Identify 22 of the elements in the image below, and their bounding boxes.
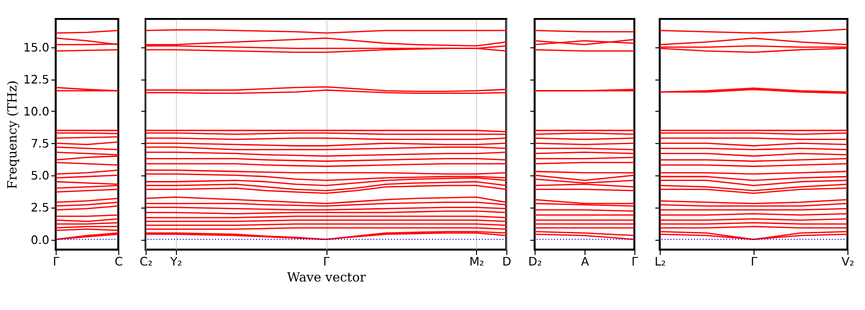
x-tick-label: M₂ xyxy=(469,254,484,269)
x-tick-label: L₂ xyxy=(654,254,666,269)
x-tick-label: Γ xyxy=(632,254,639,269)
y-tick-label: 0.0 xyxy=(30,232,50,247)
x-tick-label: D₂ xyxy=(528,254,542,269)
y-tick-label: 5.0 xyxy=(30,168,50,183)
x-tick-label: Γ xyxy=(52,254,60,269)
x-tick-label: C₂ xyxy=(140,254,153,269)
x-tick-label: D xyxy=(502,254,512,269)
x-tick-label: Y₂ xyxy=(169,254,182,269)
y-axis-title: Frequency (THz) xyxy=(4,80,20,190)
y-tick-label: 7.5 xyxy=(30,136,50,151)
x-axis-title: Wave vector xyxy=(287,269,367,284)
y-tick-label: 12.5 xyxy=(23,72,50,87)
x-tick-label: C xyxy=(114,254,123,269)
x-tick-label: Γ xyxy=(323,254,330,269)
x-tick-label: Γ xyxy=(750,254,758,269)
y-tick-label: 15.0 xyxy=(23,40,50,55)
y-tick-label: 2.5 xyxy=(30,200,50,215)
x-tick-label: A xyxy=(580,254,589,269)
x-tick-label: V₂ xyxy=(842,254,854,269)
y-tick-label: 10.0 xyxy=(23,104,50,119)
